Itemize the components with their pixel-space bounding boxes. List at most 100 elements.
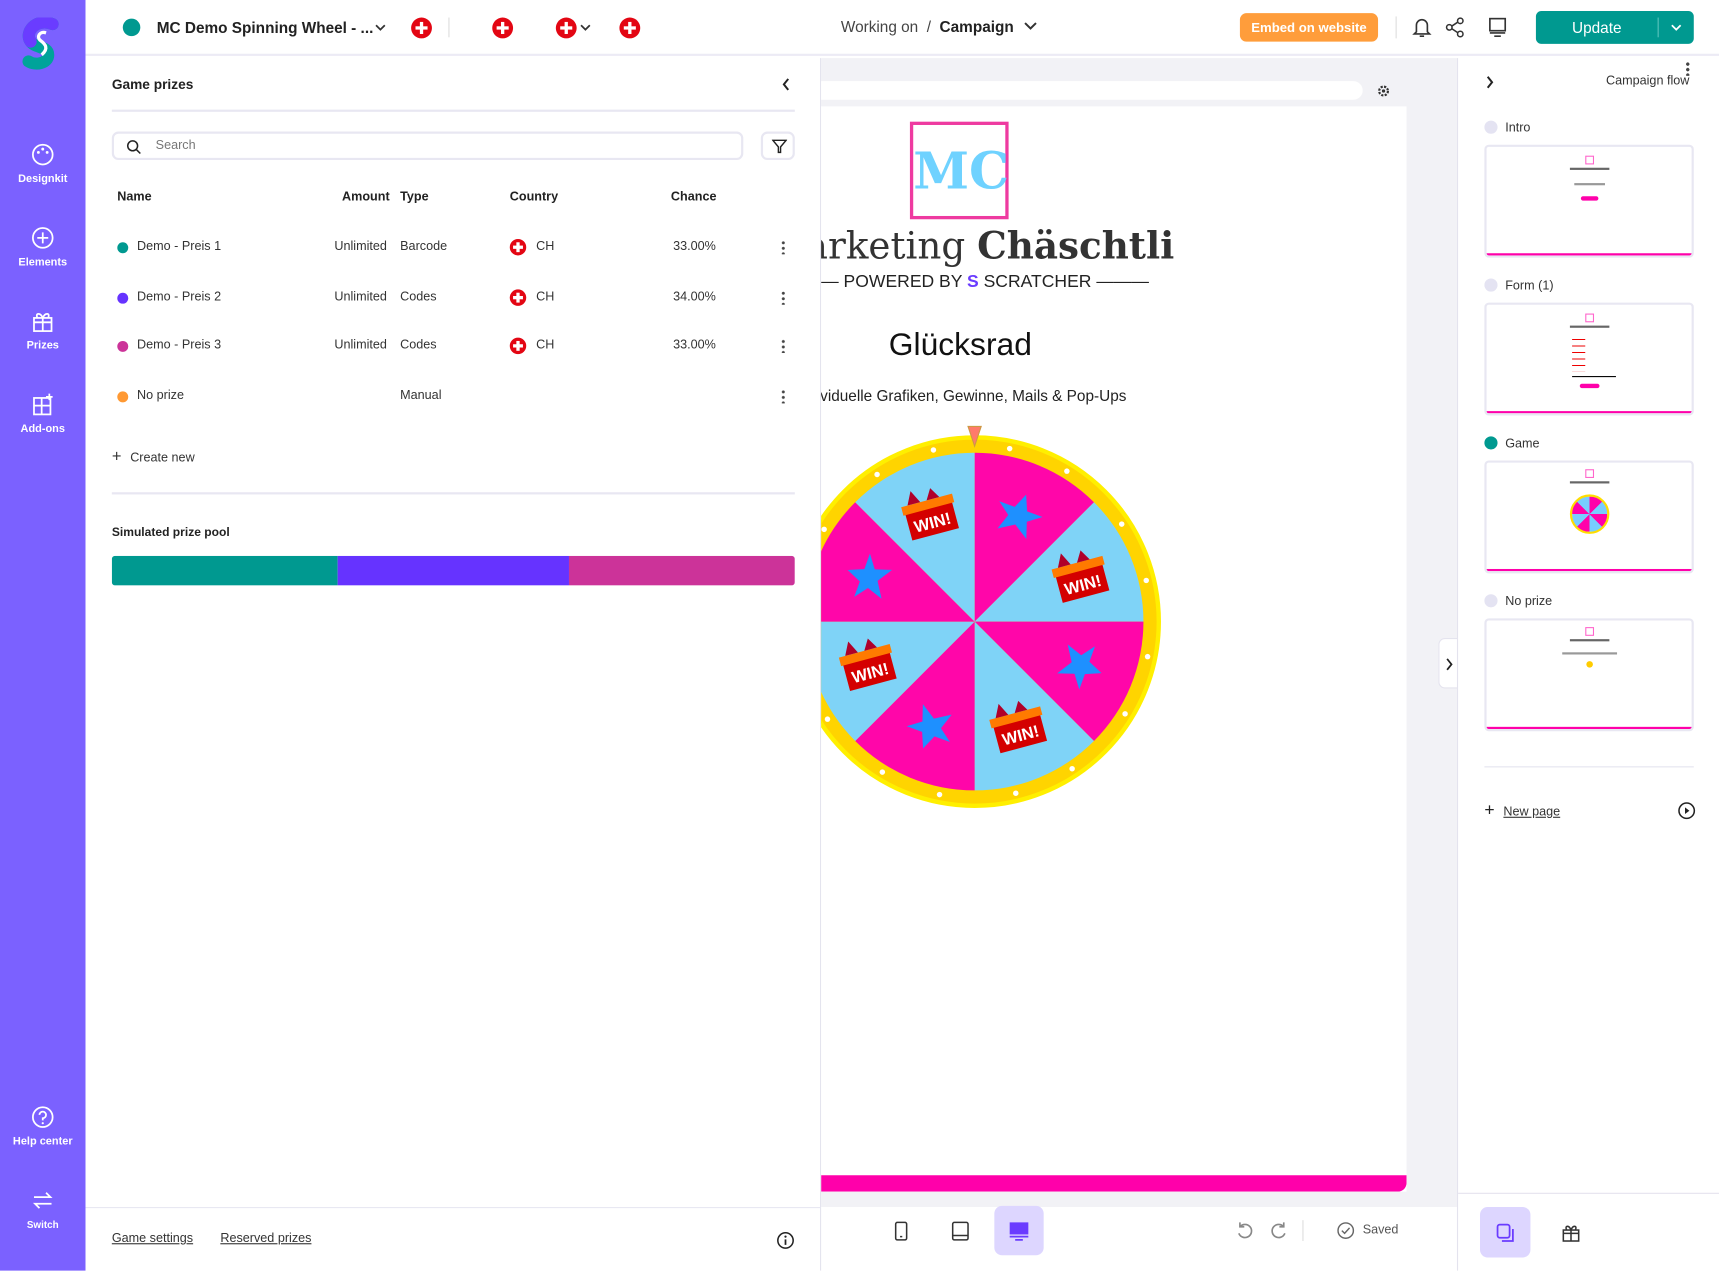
table-row[interactable]: No prize Manual [112,386,785,408]
sidebar-item-designkit[interactable]: Designkit [0,143,86,185]
flow-page-game[interactable]: Game [1484,436,1540,451]
table-row[interactable]: Demo - Preis 3 Unlimited Codes CH 33.00% [112,335,785,357]
divider [1657,17,1659,38]
filter-button[interactable] [760,131,795,161]
chevron-down-icon[interactable] [1670,22,1683,33]
expand-right-panel-button[interactable] [1438,638,1459,689]
mobile-view-icon[interactable] [893,1221,908,1241]
status-dot [122,18,141,37]
chevron-down-icon[interactable] [579,22,592,33]
more-options-icon[interactable] [1686,61,1690,76]
desktop-preview-icon[interactable] [1488,16,1508,38]
divider [448,17,450,38]
column-header-chance[interactable]: Chance [670,190,717,204]
plus-circle-icon [32,227,54,249]
campaign-name[interactable]: MC Demo Spinning Wheel - ... [156,18,374,37]
prize-pool-title: Simulated prize pool [111,526,230,540]
page-thumbnail-intro[interactable] [1484,144,1694,258]
flow-page-intro[interactable]: Intro [1484,120,1530,135]
prize-wheel[interactable]: WIN! WIN! WIN! WIN! [821,424,1194,819]
scratcher-mini-logo: S [967,272,979,292]
powered-by: — POWERED BY S SCRATCHER ——— [821,272,1149,292]
more-options-icon[interactable] [781,389,785,404]
more-options-icon[interactable] [781,240,785,255]
page-thumbnail-no-prize[interactable] [1484,618,1694,732]
undo-icon[interactable] [1236,1221,1255,1240]
more-options-icon[interactable] [781,338,785,354]
star-icon [847,553,893,599]
swiss-flag-icon[interactable] [492,17,514,39]
column-header-name[interactable]: Name [117,190,152,204]
divider [1302,1220,1304,1242]
preview-footer-bar [821,1175,1407,1192]
chevron-down-icon[interactable] [1022,21,1037,32]
tablet-view-icon[interactable] [950,1221,970,1241]
column-header-country[interactable]: Country [509,190,559,204]
divider [1458,1192,1719,1194]
rim-light [821,526,827,533]
new-page-button[interactable]: + New page [1484,801,1560,821]
wheel-segment [974,452,1094,622]
chevron-right-icon[interactable] [1484,75,1495,90]
page-label: Form (1) [1505,279,1554,293]
table-row[interactable]: Demo - Preis 2 Unlimited Codes CH 34.00% [112,287,785,309]
rim-light [824,716,831,722]
rim-light [936,791,943,798]
more-options-icon[interactable] [781,290,785,305]
prize-chance: 34.00% [673,290,716,304]
new-page-label: New page [1503,805,1561,819]
reserved-prizes-link[interactable]: Reserved prizes [220,1232,312,1246]
chevron-left-icon[interactable] [781,77,792,92]
main-sidebar: Designkit Elements Prizes Add-ons Help c… [0,0,86,1271]
scratcher-label: SCRATCHER [983,272,1092,292]
page-thumbnail-form[interactable] [1484,302,1694,416]
flow-page-form[interactable]: Form (1) [1484,278,1554,293]
pages-tab-button[interactable] [1480,1207,1531,1258]
info-icon[interactable] [776,1231,795,1250]
embed-on-website-button[interactable]: Embed on website [1239,13,1379,42]
help-center-button[interactable]: Help center [0,1105,86,1148]
page-label: No prize [1505,595,1553,609]
search-input[interactable]: Search [111,131,744,161]
column-header-type[interactable]: Type [400,190,429,204]
rim-light [930,447,937,453]
prize-color-dot [117,391,129,403]
campaign-flow-panel: Campaign flow Intro Form (1) Game No pri… [1456,58,1719,1271]
gear-icon[interactable] [1376,83,1391,98]
campaign-flow-title: Campaign flow [1605,74,1690,88]
bell-icon[interactable] [1412,16,1432,38]
rim-light [879,769,886,775]
chevron-down-icon[interactable] [374,22,387,33]
game-settings-link[interactable]: Game settings [111,1232,194,1246]
scratcher-logo[interactable] [20,17,66,77]
sidebar-item-addons[interactable]: Add-ons [0,392,86,435]
flow-page-no-prize[interactable]: No prize [1484,594,1552,608]
breadcrumb-current[interactable]: Campaign [939,17,1014,36]
swiss-flag-icon[interactable] [411,17,432,39]
rim-light [1013,790,1019,796]
page-thumbnail-game[interactable] [1484,460,1694,574]
brand-word-1: arketing [821,224,966,269]
swiss-flag-icon [509,337,527,355]
swiss-flag-icon[interactable] [619,17,641,39]
sidebar-item-elements[interactable]: Elements [0,226,86,269]
table-row[interactable]: Demo - Preis 1 Unlimited Barcode CH 33.00% [112,237,785,259]
sidebar-item-prizes[interactable]: Prizes [0,309,86,352]
swiss-flag-icon[interactable] [555,17,577,39]
switch-button[interactable]: Switch [0,1188,86,1230]
share-icon[interactable] [1445,16,1465,38]
wheel-segment [855,621,975,791]
column-header-amount[interactable]: Amount [342,190,390,204]
prize-color-dot [117,292,129,304]
prize-name: Demo - Preis 3 [137,338,222,352]
redo-icon[interactable] [1270,1221,1289,1240]
desktop-view-button[interactable] [994,1205,1044,1256]
update-button[interactable]: Update [1572,18,1622,37]
campaign-preview[interactable]: MC arketing Chäschtli — POWERED BY S SCR… [821,106,1407,1192]
gift-icon[interactable] [1561,1222,1581,1242]
play-icon[interactable] [1677,801,1696,820]
breadcrumb: Working on / Campaign [841,17,1038,36]
prize-name: Demo - Preis 2 [137,290,222,304]
create-new-button[interactable]: + Create new [112,447,195,466]
search-placeholder: Search [155,139,196,153]
